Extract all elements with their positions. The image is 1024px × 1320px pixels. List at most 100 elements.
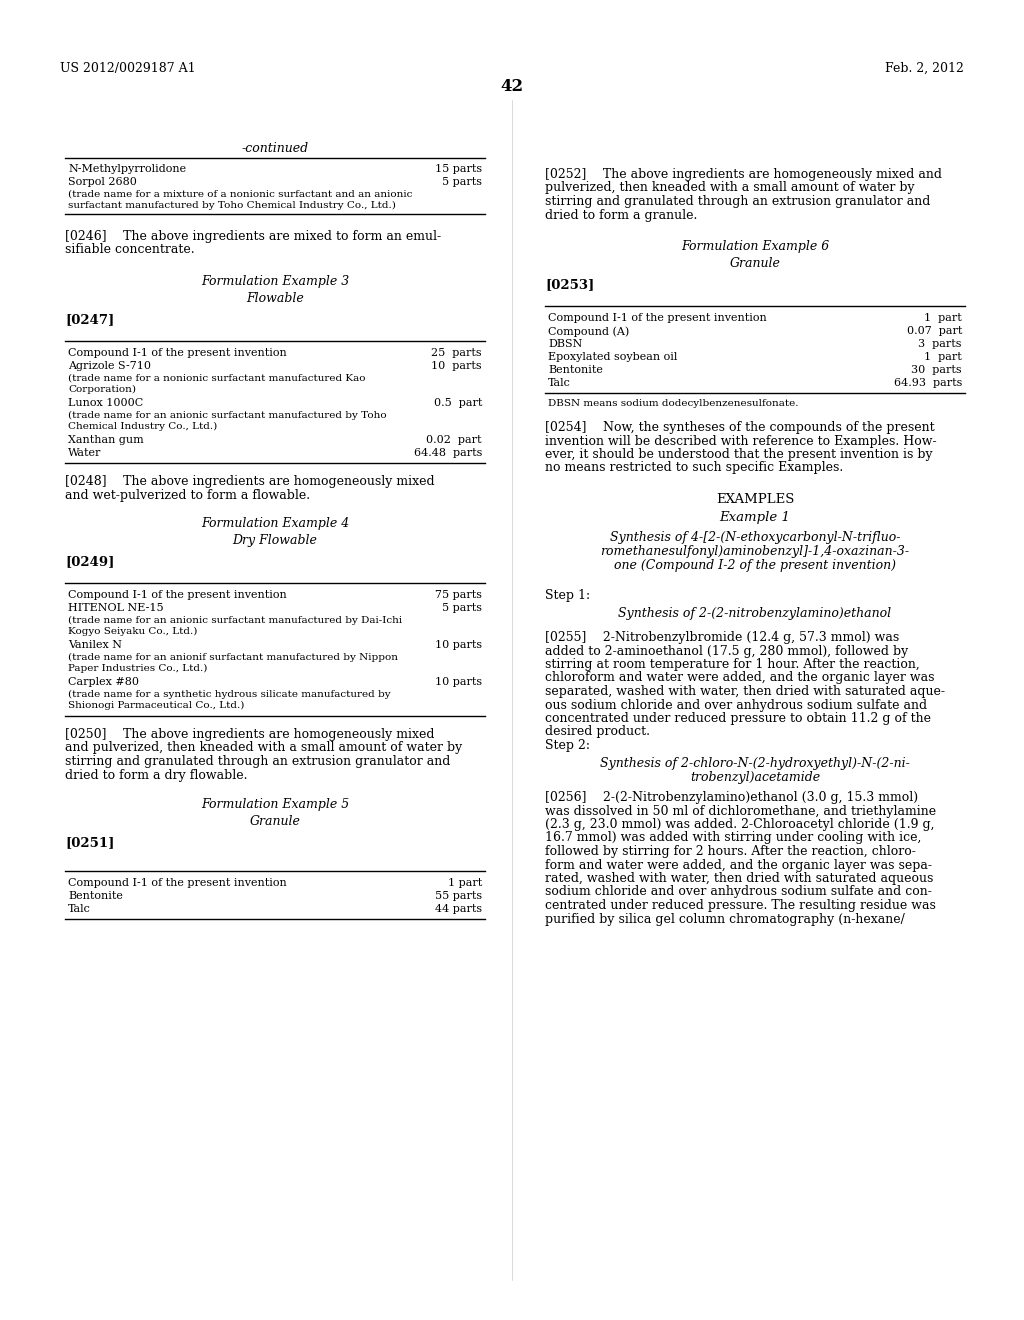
Text: Example 1: Example 1 [720, 511, 791, 524]
Text: 1  part: 1 part [925, 352, 962, 362]
Text: [0246]  The above ingredients are mixed to form an emul-: [0246] The above ingredients are mixed t… [65, 230, 441, 243]
Text: (2.3 g, 23.0 mmol) was added. 2-Chloroacetyl chloride (1.9 g,: (2.3 g, 23.0 mmol) was added. 2-Chloroac… [545, 818, 935, 832]
Text: 55 parts: 55 parts [435, 891, 482, 902]
Text: form and water were added, and the organic layer was sepa-: form and water were added, and the organ… [545, 858, 932, 871]
Text: Synthesis of 4-[2-(N-ethoxycarbonyl-N-trifluo-: Synthesis of 4-[2-(N-ethoxycarbonyl-N-tr… [609, 531, 900, 544]
Text: romethanesulfonyl)aminobenzyl]-1,4-oxazinan-3-: romethanesulfonyl)aminobenzyl]-1,4-oxazi… [600, 545, 909, 558]
Text: Formulation Example 3: Formulation Example 3 [201, 275, 349, 288]
Text: (trade name for an anionic surfactant manufactured by Toho: (trade name for an anionic surfactant ma… [68, 411, 387, 420]
Text: Granule: Granule [250, 814, 300, 828]
Text: (trade name for an anionif surfactant manufactured by Nippon: (trade name for an anionif surfactant ma… [68, 653, 398, 663]
Text: [0254]  Now, the syntheses of the compounds of the present: [0254] Now, the syntheses of the compoun… [545, 421, 935, 434]
Text: sifiable concentrate.: sifiable concentrate. [65, 243, 195, 256]
Text: Sorpol 2680: Sorpol 2680 [68, 177, 137, 187]
Text: pulverized, then kneaded with a small amount of water by: pulverized, then kneaded with a small am… [545, 181, 914, 194]
Text: 64.93  parts: 64.93 parts [894, 378, 962, 388]
Text: US 2012/0029187 A1: US 2012/0029187 A1 [60, 62, 196, 75]
Text: 0.02  part: 0.02 part [427, 436, 482, 445]
Text: Compound I-1 of the present invention: Compound I-1 of the present invention [68, 590, 287, 601]
Text: Carplex #80: Carplex #80 [68, 677, 139, 686]
Text: 5 parts: 5 parts [442, 177, 482, 187]
Text: no means restricted to such specific Examples.: no means restricted to such specific Exa… [545, 462, 843, 474]
Text: EXAMPLES: EXAMPLES [716, 492, 795, 506]
Text: HITENOL NE-15: HITENOL NE-15 [68, 603, 164, 612]
Text: Formulation Example 4: Formulation Example 4 [201, 517, 349, 531]
Text: 10  parts: 10 parts [431, 360, 482, 371]
Text: separated, washed with water, then dried with saturated aque-: separated, washed with water, then dried… [545, 685, 945, 698]
Text: ever, it should be understood that the present invention is by: ever, it should be understood that the p… [545, 447, 933, 461]
Text: 30  parts: 30 parts [911, 366, 962, 375]
Text: Flowable: Flowable [246, 292, 304, 305]
Text: Compound I-1 of the present invention: Compound I-1 of the present invention [68, 878, 287, 888]
Text: rated, washed with water, then dried with saturated aqueous: rated, washed with water, then dried wit… [545, 873, 933, 884]
Text: Water: Water [68, 447, 101, 458]
Text: Synthesis of 2-(2-nitrobenzylamino)ethanol: Synthesis of 2-(2-nitrobenzylamino)ethan… [618, 607, 892, 620]
Text: was dissolved in 50 ml of dichloromethane, and triethylamine: was dissolved in 50 ml of dichloromethan… [545, 804, 936, 817]
Text: Step 1:: Step 1: [545, 589, 590, 602]
Text: invention will be described with reference to Examples. How-: invention will be described with referen… [545, 434, 937, 447]
Text: DBSN means sodium dodecylbenzenesulfonate.: DBSN means sodium dodecylbenzenesulfonat… [548, 399, 799, 408]
Text: Paper Industries Co., Ltd.): Paper Industries Co., Ltd.) [68, 664, 208, 673]
Text: 42: 42 [501, 78, 523, 95]
Text: 64.48  parts: 64.48 parts [414, 447, 482, 458]
Text: concentrated under reduced pressure to obtain 11.2 g of the: concentrated under reduced pressure to o… [545, 711, 931, 725]
Text: [0247]: [0247] [65, 313, 115, 326]
Text: Lunox 1000C: Lunox 1000C [68, 399, 143, 408]
Text: purified by silica gel column chromatography (n-hexane/: purified by silica gel column chromatogr… [545, 912, 905, 925]
Text: 0.5  part: 0.5 part [433, 399, 482, 408]
Text: Epoxylated soybean oil: Epoxylated soybean oil [548, 352, 677, 362]
Text: Bentonite: Bentonite [68, 891, 123, 902]
Text: 10 parts: 10 parts [435, 640, 482, 649]
Text: Compound (A): Compound (A) [548, 326, 630, 337]
Text: added to 2-aminoethanol (17.5 g, 280 mmol), followed by: added to 2-aminoethanol (17.5 g, 280 mmo… [545, 644, 908, 657]
Text: 25  parts: 25 parts [431, 348, 482, 358]
Text: 15 parts: 15 parts [435, 164, 482, 174]
Text: Talc: Talc [548, 378, 570, 388]
Text: Corporation): Corporation) [68, 385, 136, 395]
Text: Formulation Example 5: Formulation Example 5 [201, 799, 349, 810]
Text: 16.7 mmol) was added with stirring under cooling with ice,: 16.7 mmol) was added with stirring under… [545, 832, 922, 845]
Text: desired product.: desired product. [545, 726, 650, 738]
Text: 10 parts: 10 parts [435, 677, 482, 686]
Text: Compound I-1 of the present invention: Compound I-1 of the present invention [68, 348, 287, 358]
Text: [0256]  2-(2-Nitrobenzylamino)ethanol (3.0 g, 15.3 mmol): [0256] 2-(2-Nitrobenzylamino)ethanol (3.… [545, 791, 919, 804]
Text: Bentonite: Bentonite [548, 366, 603, 375]
Text: ous sodium chloride and over anhydrous sodium sulfate and: ous sodium chloride and over anhydrous s… [545, 698, 927, 711]
Text: [0253]: [0253] [545, 279, 594, 290]
Text: (trade name for a nonionic surfactant manufactured Kao: (trade name for a nonionic surfactant ma… [68, 374, 366, 383]
Text: (trade name for a mixture of a nonionic surfactant and an anionic
surfactant man: (trade name for a mixture of a nonionic … [68, 190, 413, 210]
Text: chloroform and water were added, and the organic layer was: chloroform and water were added, and the… [545, 672, 935, 685]
Text: Talc: Talc [68, 904, 91, 913]
Text: [0255]  2-Nitrobenzylbromide (12.4 g, 57.3 mmol) was: [0255] 2-Nitrobenzylbromide (12.4 g, 57.… [545, 631, 899, 644]
Text: Formulation Example 6: Formulation Example 6 [681, 240, 829, 253]
Text: Vanilex N: Vanilex N [68, 640, 122, 649]
Text: 75 parts: 75 parts [435, 590, 482, 601]
Text: and wet-pulverized to form a flowable.: and wet-pulverized to form a flowable. [65, 488, 310, 502]
Text: N-Methylpyrrolidone: N-Methylpyrrolidone [68, 164, 186, 174]
Text: Shionogi Parmaceutical Co., Ltd.): Shionogi Parmaceutical Co., Ltd.) [68, 701, 245, 710]
Text: Granule: Granule [729, 257, 780, 271]
Text: and pulverized, then kneaded with a small amount of water by: and pulverized, then kneaded with a smal… [65, 742, 462, 755]
Text: [0249]: [0249] [65, 554, 115, 568]
Text: Compound I-1 of the present invention: Compound I-1 of the present invention [548, 313, 767, 323]
Text: stirring and granulated through an extrusion granulator and: stirring and granulated through an extru… [545, 195, 931, 209]
Text: 44 parts: 44 parts [435, 904, 482, 913]
Text: Step 2:: Step 2: [545, 739, 590, 752]
Text: dried to form a granule.: dried to form a granule. [545, 209, 697, 222]
Text: Kogyo Seiyaku Co., Ltd.): Kogyo Seiyaku Co., Ltd.) [68, 627, 198, 636]
Text: followed by stirring for 2 hours. After the reaction, chloro-: followed by stirring for 2 hours. After … [545, 845, 915, 858]
Text: Chemical Industry Co., Ltd.): Chemical Industry Co., Ltd.) [68, 422, 217, 432]
Text: [0252]  The above ingredients are homogeneously mixed and: [0252] The above ingredients are homogen… [545, 168, 942, 181]
Text: Feb. 2, 2012: Feb. 2, 2012 [885, 62, 964, 75]
Text: one (Compound I-2 of the present invention): one (Compound I-2 of the present inventi… [614, 558, 896, 572]
Text: Xanthan gum: Xanthan gum [68, 436, 143, 445]
Text: Agrizole S-710: Agrizole S-710 [68, 360, 151, 371]
Text: 5 parts: 5 parts [442, 603, 482, 612]
Text: DBSN: DBSN [548, 339, 583, 348]
Text: (trade name for a synthetic hydrous silicate manufactured by: (trade name for a synthetic hydrous sili… [68, 690, 390, 700]
Text: stirring and granulated through an extrusion granulator and: stirring and granulated through an extru… [65, 755, 451, 768]
Text: trobenzyl)acetamide: trobenzyl)acetamide [690, 771, 820, 784]
Text: 0.07  part: 0.07 part [906, 326, 962, 337]
Text: stirring at room temperature for 1 hour. After the reaction,: stirring at room temperature for 1 hour.… [545, 657, 920, 671]
Text: 1 part: 1 part [447, 878, 482, 888]
